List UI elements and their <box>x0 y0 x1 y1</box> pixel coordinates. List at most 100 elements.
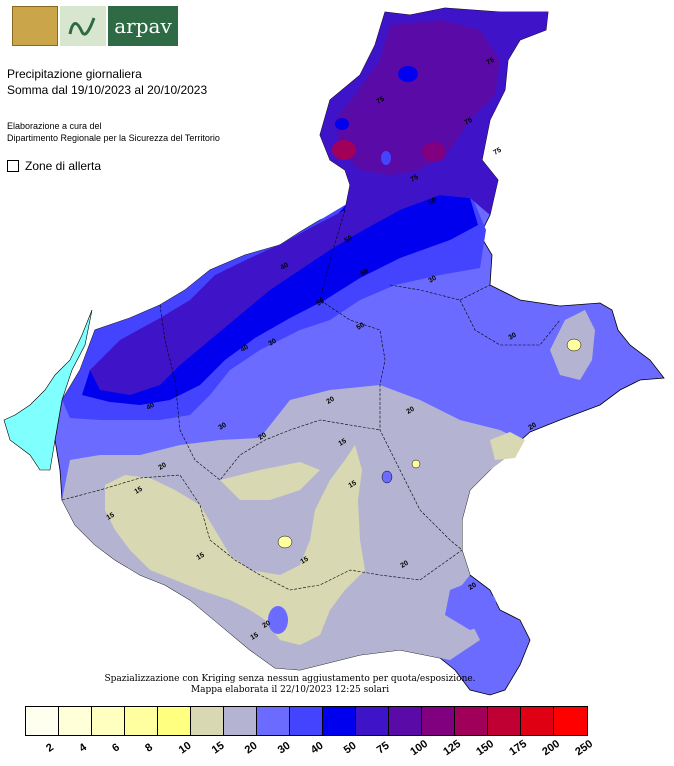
legend-tick-label: 75 <box>374 739 392 757</box>
isoline-label: 20 <box>258 432 268 442</box>
band-10 <box>105 445 365 645</box>
legend-swatch <box>356 707 389 735</box>
legend-tick-label: 100 <box>408 737 431 759</box>
pocket-30-mid <box>381 470 393 484</box>
legend-swatch <box>521 707 554 735</box>
legend-swatch <box>455 707 488 735</box>
pocket-8-center <box>277 535 293 549</box>
legend-swatch <box>125 707 158 735</box>
province-borders <box>61 209 561 591</box>
legend-swatch <box>554 707 587 735</box>
band-10-east <box>490 432 525 460</box>
isoline-label: 15 <box>300 556 310 566</box>
isoline-labels: 75 75 75 75 75 50 50 50 50 50 40 40 40 30 30 30 30 20 20 20… <box>106 57 538 642</box>
legend-tick-label: 30 <box>275 739 293 757</box>
legend-swatch <box>422 707 455 735</box>
legend-color-bar <box>25 706 588 736</box>
isoline-label: 15 <box>196 552 206 562</box>
isoline-label: 75 <box>486 57 496 67</box>
legend-tick-label: 150 <box>474 737 497 759</box>
legend-swatch <box>191 707 224 735</box>
isoline-label: 15 <box>250 632 260 642</box>
legend-tick-label: 125 <box>441 737 464 759</box>
band-10-center <box>220 462 320 500</box>
legend-swatch <box>488 707 521 735</box>
isoline-label: 15 <box>106 512 116 522</box>
alert-zones-checkbox[interactable] <box>7 160 19 172</box>
title-line-2: Somma dal 19/10/2023 al 20/10/2023 <box>7 83 208 97</box>
map-title: Precipitazione giornaliera Somma dal 19/… <box>7 66 207 98</box>
legend-tick-label: 40 <box>308 739 326 757</box>
isoline-label: 20 <box>406 406 416 416</box>
isoline-label: 50 <box>360 268 370 278</box>
precipitation-map: 75 75 75 75 75 50 50 50 50 50 40 40 40 30 30 30 30 20 20 20… <box>3 7 665 696</box>
title-line-1: Precipitazione giornaliera <box>7 67 142 81</box>
pocket-8-east <box>411 459 421 469</box>
isoline-label: 15 <box>134 486 144 496</box>
legend-tick-label: 50 <box>341 739 359 757</box>
legend-swatch <box>257 707 290 735</box>
isoline-label: 15 <box>348 480 358 490</box>
isoline-label: 20 <box>326 396 336 406</box>
peak-125 <box>332 140 356 160</box>
credits-line-2: Dipartimento Regionale per la Sicurezza … <box>7 133 220 143</box>
isoline-label: 30 <box>428 275 438 285</box>
credits-line-1: Elaborazione a cura del <box>7 121 102 131</box>
arpav-mark-icon <box>60 6 106 46</box>
alert-zones-toggle[interactable]: Zone di allerta <box>7 159 101 173</box>
isoline-label: 75 <box>376 96 386 106</box>
credits: Elaborazione a cura del Dipartimento Reg… <box>7 120 220 144</box>
lake-garda <box>3 309 93 471</box>
legend-tick-label: 15 <box>209 739 227 757</box>
footnote: Spazializzazione con Kriging senza nessu… <box>60 674 520 696</box>
venice-lion-emblem <box>12 6 58 46</box>
legend-tick-label: 10 <box>176 739 194 757</box>
legend-tick-label: 8 <box>143 741 156 755</box>
pocket-20-south <box>268 606 288 634</box>
isoline-label: 40 <box>280 262 290 272</box>
precipitation-legend: 2 4 6 8 10 15 20 30 40 50 75 100 125 150 175 200 250 <box>25 706 595 766</box>
legend-swatch <box>92 707 125 735</box>
isoline-label: 20 <box>528 422 538 432</box>
band-15 <box>62 385 520 670</box>
isoline-label: 50 <box>356 322 366 332</box>
legend-tick-label: 4 <box>77 741 90 755</box>
legend-tick-label: 20 <box>242 739 260 757</box>
pocket-40-north <box>381 151 391 165</box>
footnote-line-1: Spazializzazione con Kriging senza nessu… <box>104 674 476 684</box>
pocket-8-delta <box>566 338 582 352</box>
isoline-label: 75 <box>410 174 420 184</box>
legend-swatch <box>290 707 323 735</box>
legend-swatch <box>59 707 92 735</box>
legend-swatch <box>389 707 422 735</box>
isoline-label: 75 <box>464 117 474 127</box>
isoline-label: 40 <box>146 402 156 412</box>
isoline-label: 75 <box>493 147 503 157</box>
arpav-wordmark: arpav <box>108 6 178 46</box>
legend-tick-label: 250 <box>573 737 596 759</box>
legend-tick-label: 200 <box>540 737 563 759</box>
footnote-line-2: Mappa elaborata il 22/10/2023 12:25 sola… <box>190 685 390 695</box>
isoline-label: 50 <box>428 197 438 207</box>
isoline-label: 40 <box>240 344 250 354</box>
pocket-50-west <box>335 118 349 130</box>
pocket-50-north <box>398 66 418 82</box>
isoline-label: 30 <box>218 422 228 432</box>
legend-tick-label: 175 <box>507 737 530 759</box>
peak-100-east <box>422 142 446 162</box>
legend-swatch <box>26 707 59 735</box>
isoline-label: 20 <box>400 560 410 570</box>
legend-tick-label: 2 <box>44 741 57 755</box>
band-100 <box>335 20 500 175</box>
alert-zones-label: Zone di allerta <box>25 159 102 173</box>
isoline-label: 30 <box>508 332 518 342</box>
arpav-logo: arpav <box>12 6 178 46</box>
isoline-label: 20 <box>158 462 168 472</box>
isoline-label: 50 <box>316 298 326 308</box>
isoline-label: 20 <box>262 620 272 630</box>
isoline-label: 50 <box>344 235 354 245</box>
legend-swatch <box>323 707 356 735</box>
isoline-label: 30 <box>268 338 278 348</box>
isoline-label: 20 <box>468 582 478 592</box>
legend-ticks: 2 4 6 8 10 15 20 30 40 50 75 100 125 150 175 200 250 <box>25 736 595 766</box>
